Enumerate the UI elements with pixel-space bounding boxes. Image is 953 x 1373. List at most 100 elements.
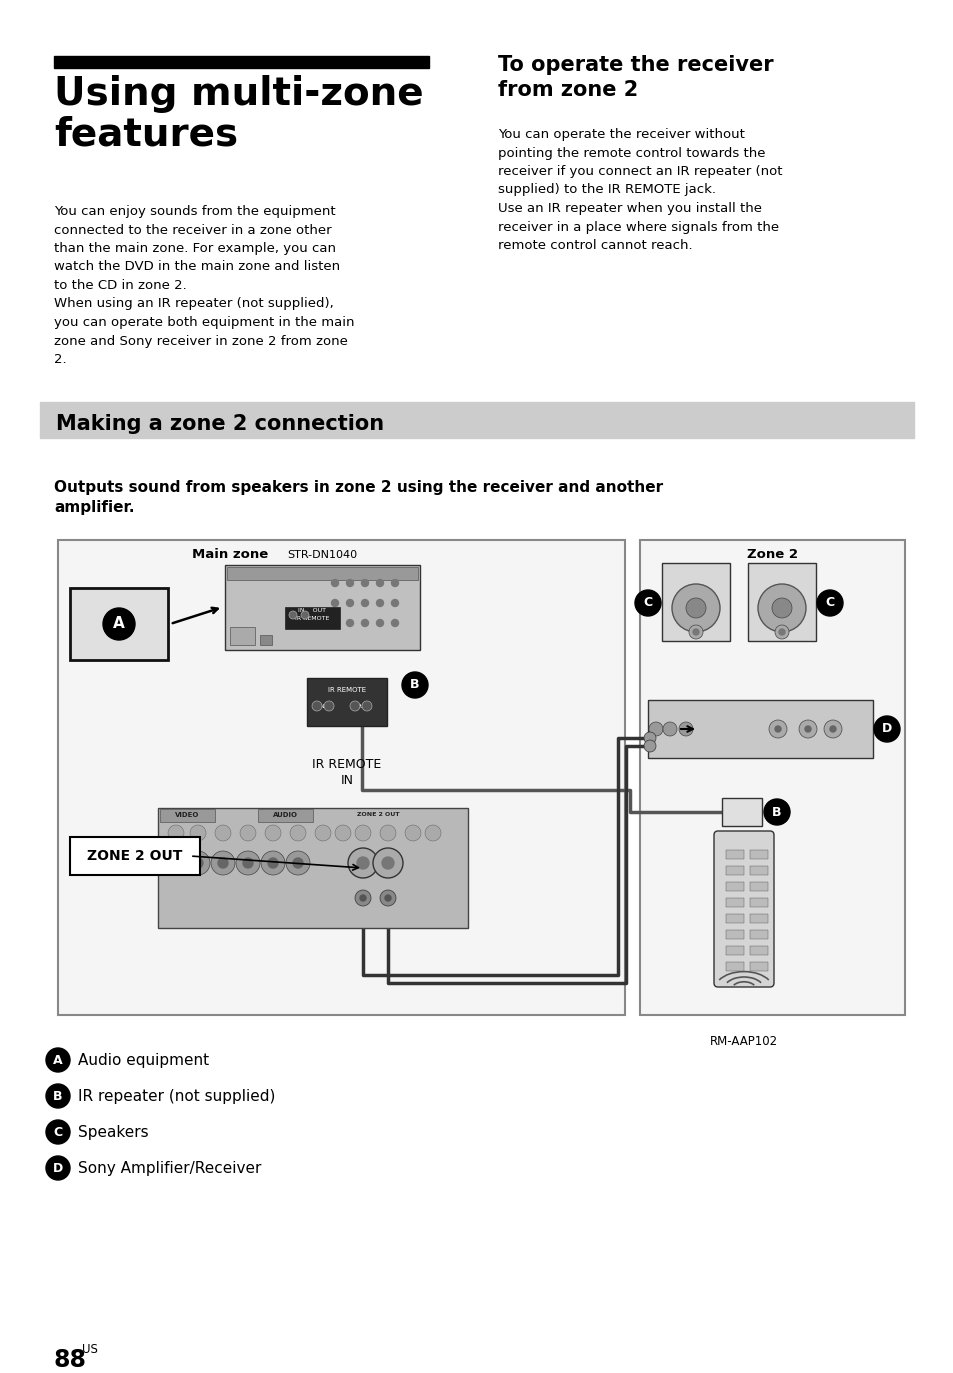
Circle shape — [168, 825, 184, 842]
Text: Making a zone 2 connection: Making a zone 2 connection — [56, 415, 384, 434]
Circle shape — [46, 1120, 70, 1144]
Circle shape — [240, 825, 255, 842]
Bar — [54, 56, 429, 69]
Circle shape — [348, 849, 377, 877]
Text: Audio equipment: Audio equipment — [78, 1053, 209, 1067]
Circle shape — [385, 895, 391, 901]
Bar — [749, 881, 767, 891]
Circle shape — [346, 619, 354, 626]
Circle shape — [643, 740, 656, 752]
Circle shape — [373, 849, 402, 877]
Text: D: D — [52, 1162, 63, 1174]
Circle shape — [381, 857, 394, 869]
Circle shape — [186, 851, 210, 875]
Bar — [160, 809, 214, 822]
Text: IN    OUT: IN OUT — [297, 607, 326, 612]
Text: Using multi-zone
features: Using multi-zone features — [54, 76, 423, 154]
Bar — [725, 930, 743, 939]
Circle shape — [688, 625, 702, 638]
Bar — [230, 627, 254, 645]
Bar — [749, 930, 767, 939]
Circle shape — [379, 890, 395, 906]
Circle shape — [376, 600, 383, 607]
Circle shape — [355, 825, 371, 842]
Circle shape — [758, 584, 805, 632]
Bar — [725, 914, 743, 923]
Circle shape — [265, 825, 281, 842]
Circle shape — [261, 851, 285, 875]
Circle shape — [211, 851, 234, 875]
Text: US: US — [82, 1343, 98, 1357]
Bar — [70, 588, 168, 660]
Circle shape — [314, 825, 331, 842]
Text: IR REMOTE: IR REMOTE — [294, 615, 329, 621]
Circle shape — [46, 1048, 70, 1072]
Text: Outputs sound from speakers in zone 2 using the receiver and another
amplifier.: Outputs sound from speakers in zone 2 us… — [54, 481, 662, 515]
Text: C: C — [53, 1126, 63, 1138]
Bar — [749, 898, 767, 908]
Circle shape — [289, 611, 296, 619]
Text: RM-AAP102: RM-AAP102 — [709, 1035, 778, 1048]
Circle shape — [643, 732, 656, 744]
Text: You can operate the receiver without
pointing the remote control towards the
rec: You can operate the receiver without poi… — [497, 128, 781, 253]
Circle shape — [376, 619, 383, 626]
Circle shape — [692, 629, 699, 634]
Circle shape — [379, 825, 395, 842]
Circle shape — [816, 590, 842, 616]
Bar — [749, 866, 767, 875]
Circle shape — [218, 858, 228, 868]
Text: C: C — [824, 596, 834, 610]
Circle shape — [779, 629, 784, 634]
Circle shape — [685, 599, 705, 618]
Circle shape — [361, 702, 372, 711]
Circle shape — [799, 719, 816, 739]
Bar — [58, 540, 624, 1015]
Text: D: D — [881, 722, 891, 736]
Circle shape — [768, 719, 786, 739]
Circle shape — [361, 579, 368, 586]
Circle shape — [424, 825, 440, 842]
Text: 88: 88 — [54, 1348, 87, 1372]
Circle shape — [290, 825, 306, 842]
Circle shape — [662, 722, 677, 736]
Circle shape — [391, 579, 398, 586]
Bar — [647, 700, 872, 758]
Circle shape — [331, 600, 338, 607]
Bar — [725, 962, 743, 971]
Text: To operate the receiver
from zone 2: To operate the receiver from zone 2 — [497, 55, 773, 100]
Circle shape — [293, 858, 303, 868]
Circle shape — [391, 600, 398, 607]
Circle shape — [804, 726, 810, 732]
Text: IR repeater (not supplied): IR repeater (not supplied) — [78, 1089, 275, 1104]
Bar — [725, 866, 743, 875]
Text: Main zone: Main zone — [192, 548, 268, 562]
Circle shape — [331, 579, 338, 586]
Text: A: A — [53, 1053, 63, 1067]
Circle shape — [286, 851, 310, 875]
Text: IR REMOTE
IN: IR REMOTE IN — [312, 758, 381, 787]
Bar — [307, 678, 387, 726]
Circle shape — [763, 799, 789, 825]
Bar — [725, 946, 743, 956]
Circle shape — [635, 590, 660, 616]
Bar — [725, 881, 743, 891]
Bar — [257, 809, 313, 822]
Circle shape — [873, 715, 899, 741]
Circle shape — [193, 858, 203, 868]
Circle shape — [46, 1085, 70, 1108]
Text: AUDIO: AUDIO — [273, 811, 297, 818]
Bar — [260, 634, 272, 645]
Text: Zone 2: Zone 2 — [747, 548, 798, 562]
Bar — [725, 850, 743, 859]
Text: Sony Amplifier/Receiver: Sony Amplifier/Receiver — [78, 1160, 261, 1175]
Bar — [749, 914, 767, 923]
Circle shape — [331, 619, 338, 626]
Bar — [749, 850, 767, 859]
Bar — [40, 402, 913, 438]
Circle shape — [243, 858, 253, 868]
Circle shape — [361, 619, 368, 626]
Circle shape — [671, 584, 720, 632]
Bar — [225, 566, 419, 649]
Circle shape — [235, 851, 260, 875]
Text: OUT: OUT — [355, 703, 368, 708]
